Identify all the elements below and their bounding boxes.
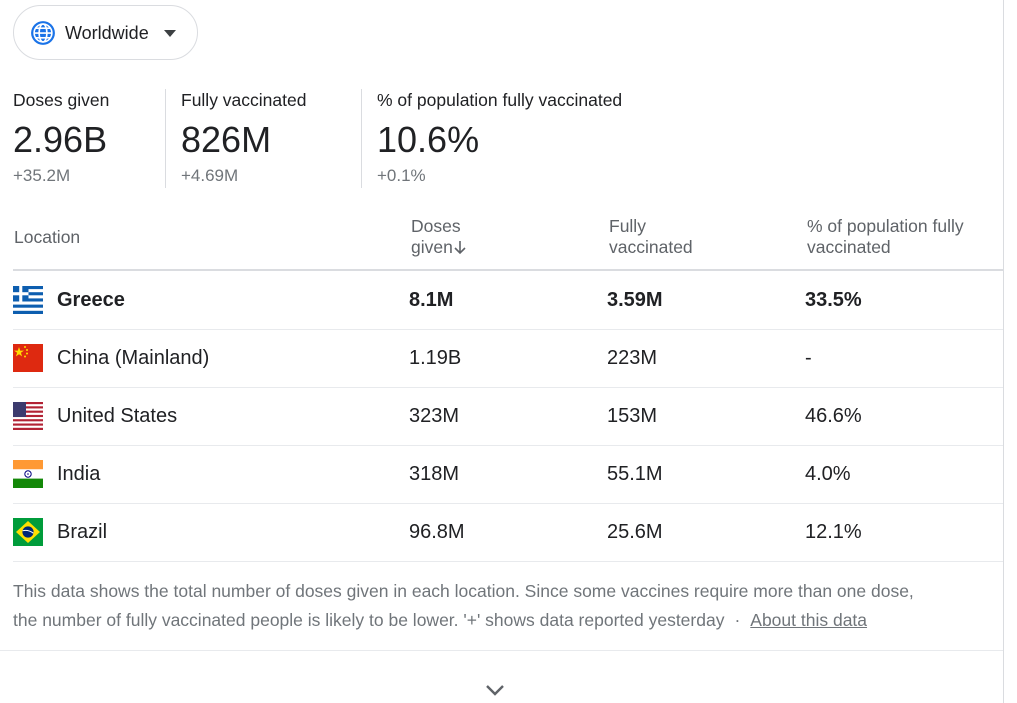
table-header-rule xyxy=(13,269,1003,271)
stat-value: 2.96B xyxy=(13,119,108,160)
region-dropdown[interactable]: Worldwide xyxy=(13,5,198,60)
greece-flag-icon xyxy=(13,286,43,314)
stat-delta: +4.69M xyxy=(181,166,239,185)
stat-value: 10.6% xyxy=(377,119,480,160)
location-name: Greece xyxy=(57,289,125,311)
doses-given-value: 8.1M xyxy=(409,289,454,311)
fully-vaccinated-value: 3.59M xyxy=(607,289,663,311)
stat-delta: +35.2M xyxy=(13,166,71,185)
stat-doses-given: Doses given 2.96B +35.2M xyxy=(13,90,109,186)
doses-given-value: 1.19B xyxy=(409,347,462,369)
brazil-flag-icon xyxy=(13,518,43,546)
doses-given-value: 96.8M xyxy=(409,521,465,543)
fully-vaccinated-value: 153M xyxy=(607,405,658,427)
separator-dot: · xyxy=(734,610,741,630)
stat-divider xyxy=(165,89,166,188)
region-dropdown-label: Worldwide xyxy=(65,23,149,43)
footnote-text: This data shows the total number of dose… xyxy=(13,581,914,601)
column-header-fully-vaccinated[interactable]: Fully vaccinated xyxy=(609,216,693,258)
footnote-text: the number of fully vaccinated people is… xyxy=(13,610,725,630)
about-this-data-link[interactable]: About this data xyxy=(750,610,868,630)
column-header-doses-given[interactable]: Doses given xyxy=(411,216,467,258)
doses-given-value: 323M xyxy=(409,405,460,427)
fully-vaccinated-value: 55.1M xyxy=(607,463,663,485)
china-flag-icon xyxy=(13,344,43,372)
population-pct-value: 12.1% xyxy=(805,521,862,543)
fully-vaccinated-value: 223M xyxy=(607,347,658,369)
population-pct-value: 4.0% xyxy=(805,463,851,485)
table-row-greece[interactable]: Greece 8.1M 3.59M 33.5% xyxy=(13,271,1003,330)
population-pct-value: 33.5% xyxy=(805,289,862,311)
stat-population-pct: % of population fully vaccinated 10.6% +… xyxy=(377,90,622,186)
fully-vaccinated-value: 25.6M xyxy=(607,521,663,543)
column-header-population-pct[interactable]: % of population fully vaccinated xyxy=(807,216,964,258)
stat-delta: +0.1% xyxy=(377,166,426,185)
caret-down-icon xyxy=(164,30,176,37)
table-row-brazil[interactable]: Brazil 96.8M 25.6M 12.1% xyxy=(13,503,1003,562)
globe-icon xyxy=(31,21,55,45)
table-row-united-states[interactable]: United States 323M 153M 46.6% xyxy=(13,387,1003,446)
chevron-down-icon[interactable] xyxy=(483,680,507,700)
location-name: China (Mainland) xyxy=(57,347,210,369)
panel-right-border xyxy=(1003,0,1004,703)
stat-label: % of population fully vaccinated xyxy=(377,90,623,110)
column-header-label: Doses xyxy=(411,216,461,236)
column-header-label: given xyxy=(411,237,453,257)
united-states-flag-icon xyxy=(13,402,43,430)
location-name: India xyxy=(57,463,101,485)
table-row-china[interactable]: China (Mainland) 1.19B 223M - xyxy=(13,329,1003,388)
location-name: United States xyxy=(57,405,178,427)
table-row-india[interactable]: India 318M 55.1M 4.0% xyxy=(13,445,1003,504)
stat-value: 826M xyxy=(181,119,272,160)
column-header-label: Location xyxy=(14,227,81,247)
column-header-label: Fully xyxy=(609,216,646,236)
data-footnote: This data shows the total number of dose… xyxy=(13,577,998,635)
column-header-location[interactable]: Location xyxy=(14,227,80,248)
doses-given-value: 318M xyxy=(409,463,460,485)
arrow-down-icon xyxy=(454,241,466,255)
population-pct-value: - xyxy=(805,347,812,369)
column-header-label: vaccinated xyxy=(807,237,891,257)
column-header-label: vaccinated xyxy=(609,237,693,257)
stat-divider xyxy=(361,89,362,188)
population-pct-value: 46.6% xyxy=(805,405,862,427)
column-header-label: % of population fully xyxy=(807,216,964,236)
stat-fully-vaccinated: Fully vaccinated 826M +4.69M xyxy=(181,90,306,186)
india-flag-icon xyxy=(13,460,43,488)
stat-label: Fully vaccinated xyxy=(181,90,307,110)
location-name: Brazil xyxy=(57,521,108,543)
footer-divider xyxy=(0,650,1003,651)
stat-label: Doses given xyxy=(13,90,110,110)
